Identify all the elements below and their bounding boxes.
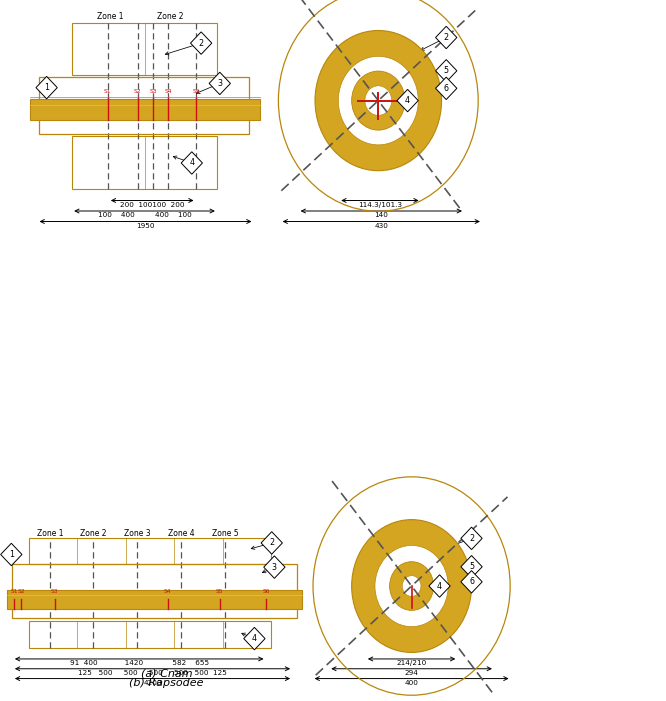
Text: 4200: 4200 [143, 680, 162, 686]
Ellipse shape [375, 545, 448, 627]
Text: S6: S6 [262, 590, 270, 594]
Bar [29, 621, 271, 648]
Text: 5: 5 [469, 562, 474, 571]
Polygon shape [436, 26, 457, 49]
Text: 400: 400 [405, 680, 418, 686]
Text: 91  400            1420             582    655: 91 400 1420 582 655 [70, 660, 208, 666]
Ellipse shape [402, 576, 421, 597]
Text: Zone 5: Zone 5 [212, 529, 238, 538]
Text: S4: S4 [164, 590, 172, 594]
Text: 2: 2 [198, 39, 204, 48]
Ellipse shape [365, 86, 392, 116]
Text: 114.3/101.3: 114.3/101.3 [358, 202, 402, 207]
Ellipse shape [338, 56, 418, 145]
Polygon shape [244, 627, 265, 650]
Text: Zone 1: Zone 1 [37, 529, 63, 538]
Text: 1: 1 [9, 550, 14, 559]
Polygon shape [190, 32, 212, 54]
Polygon shape [209, 72, 230, 95]
Text: 2: 2 [469, 534, 474, 543]
Text: 6: 6 [469, 578, 474, 586]
Polygon shape [429, 575, 450, 597]
Text: (b) Rapsodee: (b) Rapsodee [129, 679, 204, 688]
Polygon shape [181, 151, 202, 174]
Text: 2: 2 [269, 538, 274, 547]
Text: S2: S2 [17, 590, 25, 594]
Ellipse shape [352, 519, 472, 653]
Text: 1950: 1950 [137, 223, 155, 229]
Text: S2: S2 [134, 89, 142, 94]
Ellipse shape [315, 31, 442, 170]
Text: 430: 430 [374, 223, 388, 229]
Text: Zone 1: Zone 1 [97, 12, 123, 21]
Text: 125   500     500     500     500   500  125: 125 500 500 500 500 500 125 [78, 670, 227, 676]
Bar [29, 538, 271, 564]
Text: Zone 4: Zone 4 [168, 529, 194, 538]
Text: (a) Cnam: (a) Cnam [141, 669, 192, 679]
Text: 4: 4 [405, 96, 410, 105]
Text: 294: 294 [405, 670, 418, 676]
Polygon shape [36, 76, 57, 99]
Text: S5: S5 [216, 590, 224, 594]
Polygon shape [264, 556, 285, 578]
Bar [39, 77, 249, 134]
Text: 140: 140 [374, 212, 388, 218]
Polygon shape [1, 543, 22, 566]
Text: 3: 3 [272, 563, 277, 571]
Polygon shape [461, 527, 482, 550]
Text: 200  100100  200: 200 100100 200 [120, 202, 184, 207]
Polygon shape [436, 77, 457, 100]
Text: Zone 2: Zone 2 [80, 529, 107, 538]
Text: 2: 2 [444, 33, 449, 42]
Text: S3: S3 [51, 590, 59, 594]
Ellipse shape [352, 71, 405, 130]
Text: 214/210: 214/210 [396, 660, 427, 666]
Bar [7, 590, 302, 609]
Ellipse shape [390, 562, 434, 611]
Text: 4: 4 [437, 582, 442, 590]
Polygon shape [261, 531, 282, 554]
Bar [72, 136, 217, 189]
Text: S5: S5 [192, 89, 200, 94]
Text: 3: 3 [217, 79, 222, 88]
Text: S1: S1 [104, 89, 112, 94]
Text: Zone 2: Zone 2 [157, 12, 183, 21]
Text: 100    400         400    100: 100 400 400 100 [98, 212, 191, 218]
Text: 4: 4 [189, 158, 194, 168]
Text: 5: 5 [444, 67, 449, 75]
Text: S3: S3 [149, 89, 157, 94]
Text: S4: S4 [165, 89, 172, 94]
Text: 6: 6 [444, 84, 449, 93]
Polygon shape [461, 555, 482, 578]
Text: S1: S1 [10, 590, 18, 594]
Polygon shape [397, 89, 418, 111]
Bar [30, 99, 260, 120]
Polygon shape [436, 60, 457, 82]
Text: Zone 3: Zone 3 [124, 529, 151, 538]
Polygon shape [461, 571, 482, 593]
Text: 1: 1 [44, 83, 49, 92]
Bar [12, 564, 297, 618]
Bar [72, 22, 217, 75]
Text: 4: 4 [252, 634, 257, 643]
